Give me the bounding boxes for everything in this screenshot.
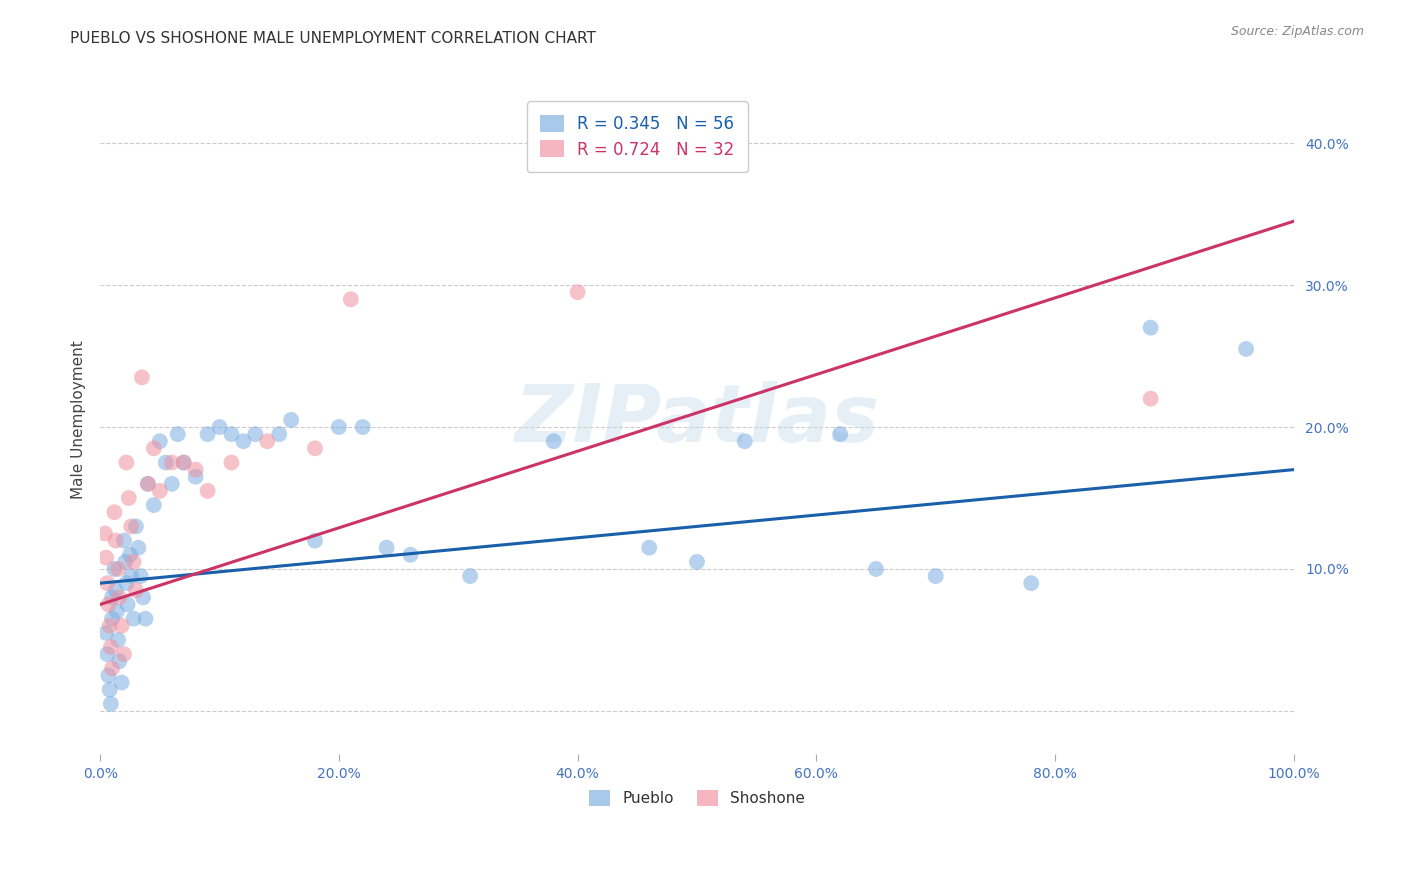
Point	[184, 469, 207, 483]
Point	[567, 285, 589, 300]
Point	[101, 661, 124, 675]
Point	[184, 462, 207, 476]
Text: Source: ZipAtlas.com: Source: ZipAtlas.com	[1230, 25, 1364, 38]
Point	[127, 541, 149, 555]
Point	[830, 427, 852, 442]
Point	[142, 498, 165, 512]
Point	[115, 576, 138, 591]
Point	[256, 434, 278, 449]
Point	[197, 483, 219, 498]
Point	[173, 456, 195, 470]
Y-axis label: Male Unemployment: Male Unemployment	[72, 341, 86, 500]
Point	[925, 569, 948, 583]
Point	[232, 434, 254, 449]
Point	[94, 526, 117, 541]
Point	[120, 519, 142, 533]
Point	[304, 533, 326, 548]
Point	[340, 293, 363, 307]
Point	[94, 550, 117, 565]
Point	[98, 682, 121, 697]
Point	[125, 519, 148, 533]
Point	[107, 632, 129, 647]
Point	[103, 505, 125, 519]
Point	[221, 456, 243, 470]
Legend: Pueblo, Shoshone: Pueblo, Shoshone	[582, 784, 811, 813]
Point	[134, 612, 156, 626]
Point	[120, 569, 142, 583]
Point	[108, 654, 131, 668]
Point	[245, 427, 267, 442]
Text: PUEBLO VS SHOSHONE MALE UNEMPLOYMENT CORRELATION CHART: PUEBLO VS SHOSHONE MALE UNEMPLOYMENT COR…	[70, 31, 596, 46]
Point	[98, 619, 121, 633]
Point	[122, 555, 145, 569]
Point	[132, 591, 155, 605]
Point	[118, 548, 141, 562]
Point	[117, 598, 139, 612]
Point	[160, 476, 183, 491]
Point	[105, 605, 128, 619]
Point	[122, 612, 145, 626]
Point	[149, 434, 172, 449]
Point	[686, 555, 709, 569]
Point	[104, 533, 127, 548]
Point	[638, 541, 661, 555]
Point	[110, 619, 132, 633]
Point	[100, 697, 122, 711]
Point	[865, 562, 887, 576]
Point	[101, 591, 124, 605]
Text: ZIPatlas: ZIPatlas	[515, 381, 880, 459]
Point	[115, 456, 138, 470]
Point	[142, 442, 165, 456]
Point	[118, 491, 141, 505]
Point	[173, 456, 195, 470]
Point	[114, 555, 136, 569]
Point	[107, 562, 129, 576]
Point	[112, 647, 135, 661]
Point	[101, 612, 124, 626]
Point	[734, 434, 756, 449]
Point	[328, 420, 350, 434]
Point	[208, 420, 231, 434]
Point	[110, 675, 132, 690]
Point	[352, 420, 374, 434]
Point	[96, 647, 118, 661]
Point	[97, 668, 120, 682]
Point	[149, 483, 172, 498]
Point	[1139, 320, 1161, 334]
Point	[399, 548, 422, 562]
Point	[304, 442, 326, 456]
Point	[1234, 342, 1257, 356]
Point	[155, 456, 177, 470]
Point	[125, 583, 148, 598]
Point	[94, 625, 117, 640]
Point	[166, 427, 188, 442]
Point	[221, 427, 243, 442]
Point	[280, 413, 302, 427]
Point	[104, 583, 127, 598]
Point	[375, 541, 398, 555]
Point	[136, 476, 159, 491]
Point	[197, 427, 219, 442]
Point	[1139, 392, 1161, 406]
Point	[1019, 576, 1042, 591]
Point	[269, 427, 291, 442]
Point	[108, 591, 131, 605]
Point	[129, 569, 152, 583]
Point	[103, 562, 125, 576]
Point	[136, 476, 159, 491]
Point	[97, 598, 120, 612]
Point	[96, 576, 118, 591]
Point	[131, 370, 153, 384]
Point	[543, 434, 565, 449]
Point	[458, 569, 481, 583]
Point	[100, 640, 122, 654]
Point	[112, 533, 135, 548]
Point	[160, 456, 183, 470]
